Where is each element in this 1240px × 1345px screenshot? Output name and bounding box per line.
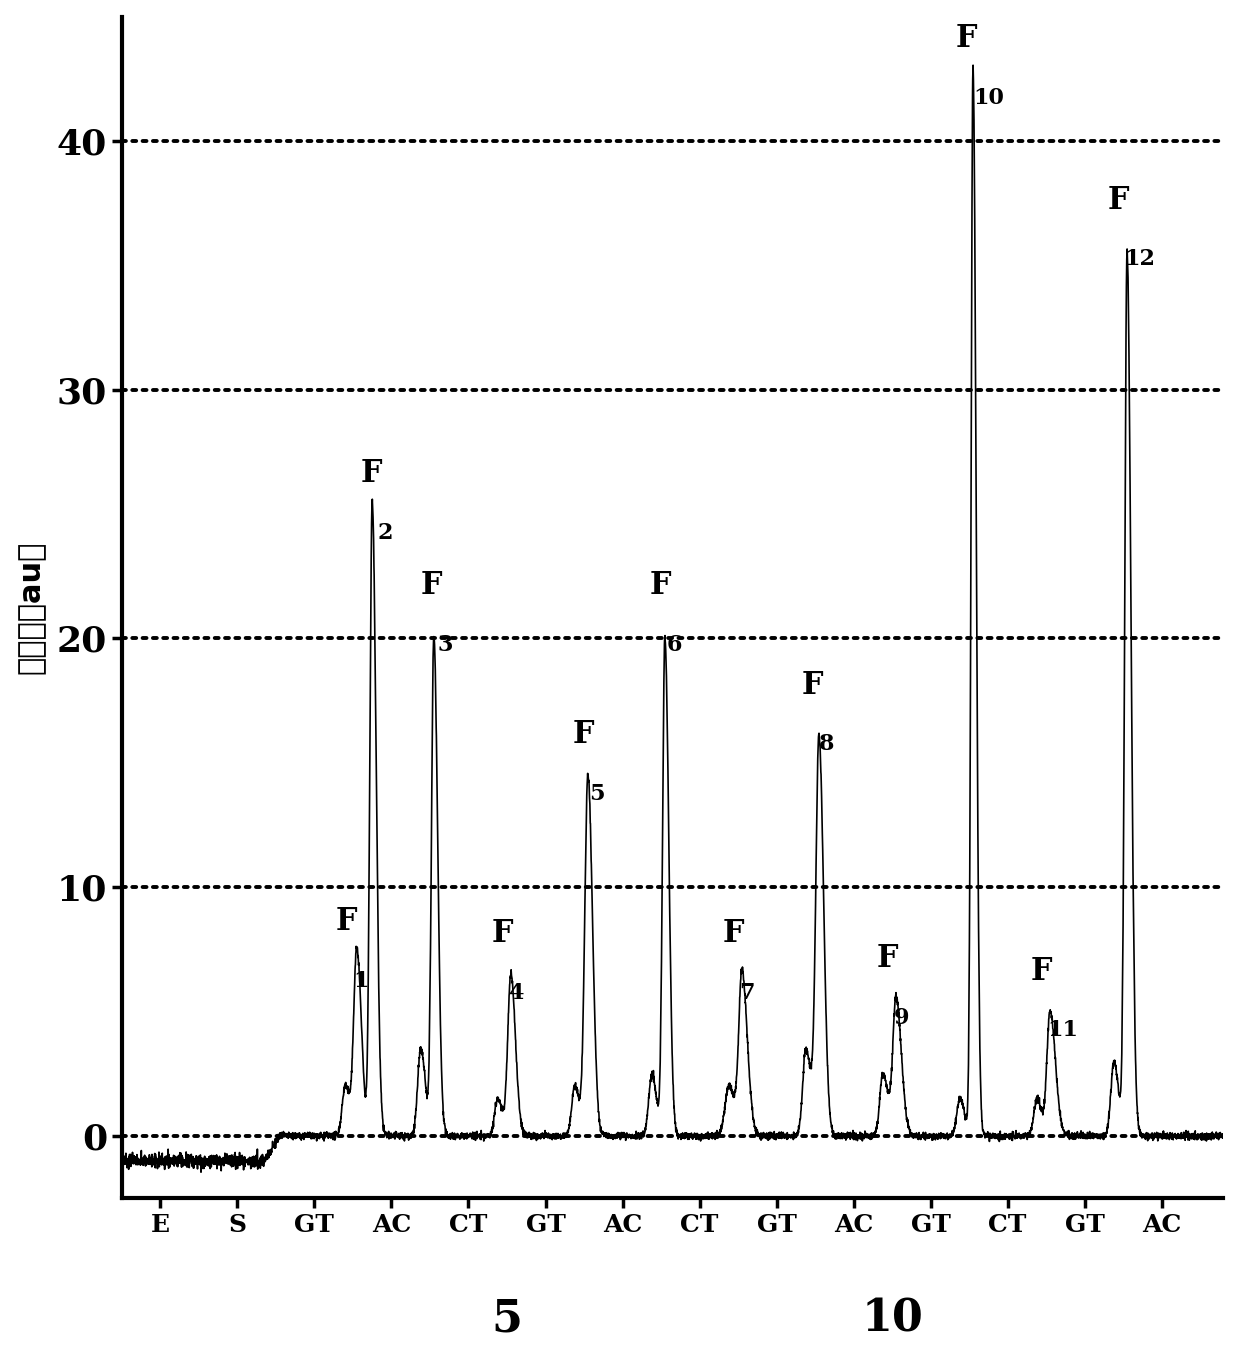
Text: 5: 5 bbox=[589, 783, 605, 806]
Text: F: F bbox=[650, 570, 671, 601]
Text: 11: 11 bbox=[1048, 1020, 1079, 1041]
Text: F: F bbox=[956, 23, 977, 54]
Text: F: F bbox=[723, 919, 744, 950]
Y-axis label: 光强度（au）: 光强度（au） bbox=[16, 541, 46, 674]
Text: 5: 5 bbox=[491, 1298, 522, 1341]
Text: 4: 4 bbox=[508, 982, 525, 1005]
Text: 8: 8 bbox=[818, 733, 835, 756]
Text: F: F bbox=[573, 720, 594, 751]
Text: 10: 10 bbox=[973, 86, 1004, 109]
Text: 2: 2 bbox=[378, 522, 393, 543]
Text: 1: 1 bbox=[353, 970, 368, 991]
Text: F: F bbox=[361, 459, 382, 490]
Text: F: F bbox=[877, 943, 898, 974]
Text: 3: 3 bbox=[438, 633, 453, 656]
Text: F: F bbox=[1107, 184, 1130, 215]
Text: 6: 6 bbox=[666, 633, 682, 656]
Text: 10: 10 bbox=[862, 1298, 923, 1341]
Text: 7: 7 bbox=[739, 982, 755, 1005]
Text: 9: 9 bbox=[894, 1007, 909, 1029]
Text: F: F bbox=[1030, 956, 1053, 987]
Text: F: F bbox=[420, 570, 443, 601]
Text: 12: 12 bbox=[1125, 249, 1156, 270]
Text: F: F bbox=[491, 919, 513, 950]
Text: F: F bbox=[336, 907, 357, 937]
Text: F: F bbox=[802, 670, 823, 701]
